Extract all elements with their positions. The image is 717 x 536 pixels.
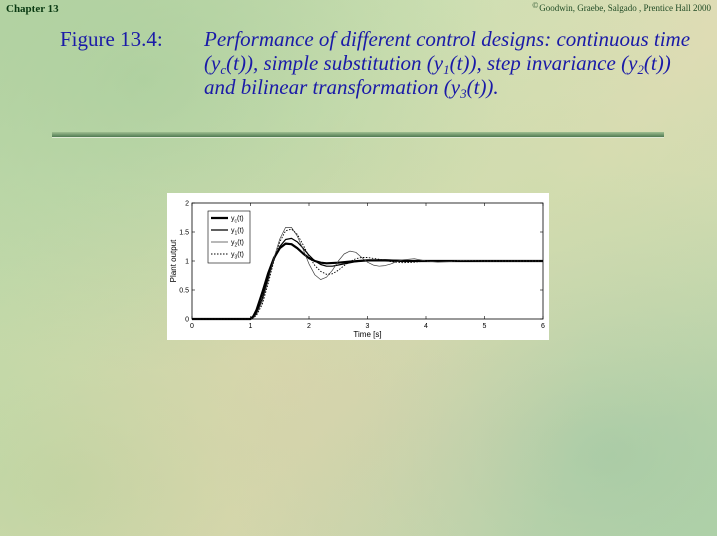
x-tick-label: 2 — [307, 323, 311, 330]
legend-label-1: y1(t) — [231, 228, 244, 237]
x-tick-label: 5 — [483, 323, 487, 330]
copyright-notice: ©Goodwin, Graebe, Salgado , Prentice Hal… — [532, 1, 711, 13]
legend-label-3: y3(t) — [231, 252, 244, 261]
y-tick-label: 1.5 — [179, 230, 189, 237]
response-chart: 0 1 2 3 4 5 6 0 0.5 1 1.5 2 Time [s] Plant output y… — [169, 201, 545, 340]
y-tick-label: 2 — [185, 201, 189, 208]
figure-label: Figure 13.4: — [60, 27, 163, 51]
legend-label-2: y2(t) — [231, 240, 244, 249]
y-tick-label: 0 — [185, 317, 189, 324]
figure-caption: Performance of different control designs… — [204, 27, 691, 101]
chapter-label: Chapter 13 — [6, 3, 59, 15]
title-divider — [52, 132, 664, 138]
legend-label-0: yc(t) — [231, 216, 244, 225]
x-tick-label: 0 — [190, 323, 194, 330]
x-tick-label: 6 — [541, 323, 545, 330]
plot-panel: 0 1 2 3 4 5 6 0 0.5 1 1.5 2 Time [s] Plant output y… — [167, 193, 549, 340]
x-tick-label: 1 — [249, 323, 253, 330]
y-axis-label: Plant output — [169, 239, 178, 282]
legend: yc(t) y1(t) y2(t) y3(t) — [207, 210, 251, 264]
series-line-3 — [192, 228, 543, 320]
x-axis-label: Time [s] — [353, 330, 381, 339]
y-tick-label: 1 — [185, 259, 189, 266]
x-tick-label: 3 — [366, 323, 370, 330]
y-tick-label: 0.5 — [179, 288, 189, 295]
x-tick-label: 4 — [424, 323, 428, 330]
copyright-text: Goodwin, Graebe, Salgado , Prentice Hall… — [539, 3, 711, 13]
copyright-symbol: © — [532, 1, 539, 10]
series-line-1 — [192, 237, 543, 320]
